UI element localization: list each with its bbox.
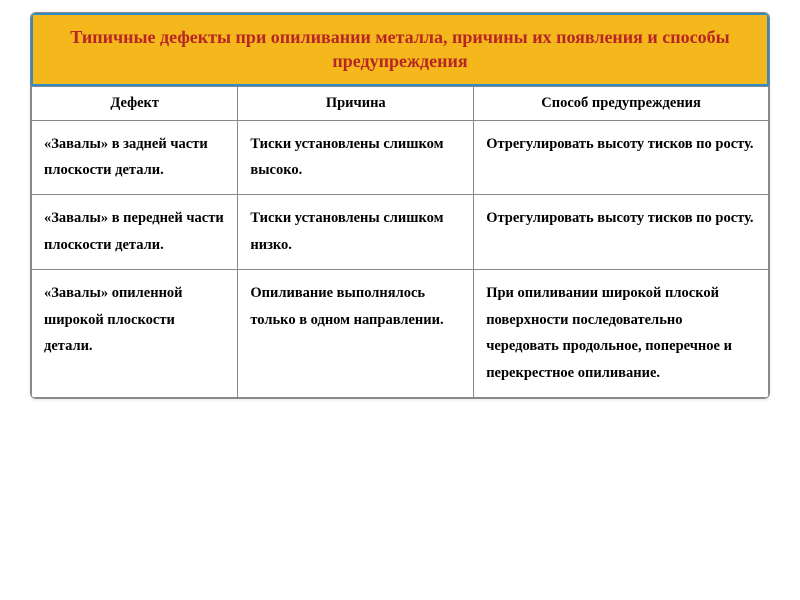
cell-cause: Тиски установлены слишком низко.	[238, 195, 474, 270]
cell-prevention: Отрегулировать высоту тисков по росту.	[474, 195, 769, 270]
cell-cause: Опиливание выполнялось только в одном на…	[238, 269, 474, 397]
table-row: «Завалы» в передней части плоскости дета…	[32, 195, 769, 270]
cell-cause: Тиски установлены слишком высоко.	[238, 120, 474, 195]
header-defect: Дефект	[32, 86, 238, 120]
cell-prevention: При опиливании широкой плоской поверхнос…	[474, 269, 769, 397]
cell-defect: «Завалы» опиленной широкой плоскости дет…	[32, 269, 238, 397]
cell-prevention: Отрегулировать высоту тисков по росту.	[474, 120, 769, 195]
table-row: «Завалы» в задней части плоскости детали…	[32, 120, 769, 195]
table-header-row: Дефект Причина Способ предупреждения	[32, 86, 769, 120]
cell-defect: «Завалы» в передней части плоскости дета…	[32, 195, 238, 270]
header-prevention: Способ предупреждения	[474, 86, 769, 120]
cell-defect: «Завалы» в задней части плоскости детали…	[32, 120, 238, 195]
header-cause: Причина	[238, 86, 474, 120]
defects-table: Дефект Причина Способ предупреждения «За…	[31, 86, 769, 399]
title-banner: Типичные дефекты при опиливании металла,…	[31, 13, 769, 86]
table-frame: Типичные дефекты при опиливании металла,…	[30, 12, 770, 399]
table-row: «Завалы» опиленной широкой плоскости дет…	[32, 269, 769, 397]
